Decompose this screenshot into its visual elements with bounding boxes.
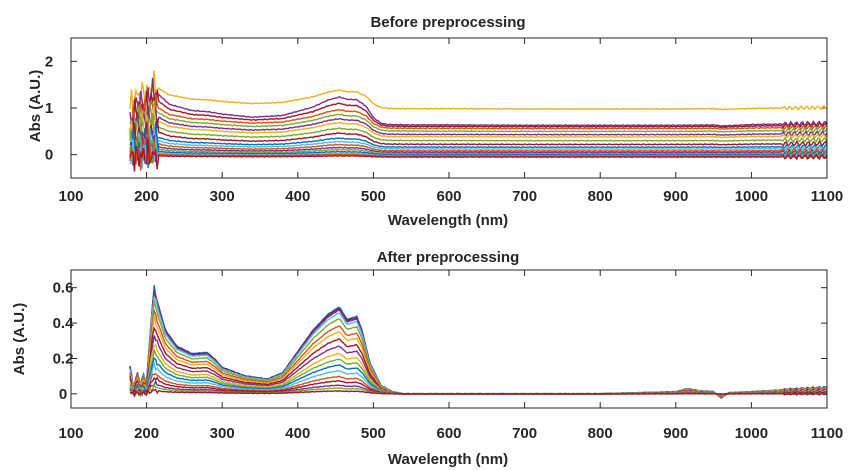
y-tick-labels: 0 0.2 0.4 0.6	[53, 280, 827, 403]
x-tick-label: 100	[58, 425, 83, 442]
x-tick-label: 500	[361, 425, 386, 442]
x-tick-label: 100	[58, 188, 83, 205]
x-tick-label: 800	[588, 188, 613, 205]
spectrum-line	[129, 121, 827, 157]
x-tick-labels: 100 200 300 400 500 600 700 800 900 1000 1100	[58, 38, 843, 205]
x-tick-label: 400	[285, 425, 310, 442]
chart-title: Before preprocessing	[370, 14, 525, 31]
spectrum-line	[129, 295, 827, 399]
x-axis-label: Wavelength (nm)	[388, 212, 508, 229]
chart-title: After preprocessing	[377, 249, 520, 266]
x-tick-label: 600	[436, 425, 461, 442]
x-tick-label: 1100	[811, 425, 844, 442]
x-tick-label: 900	[663, 425, 688, 442]
spectrum-line	[129, 127, 827, 159]
y-tick-label: 1	[45, 100, 53, 117]
spectra-lines	[129, 70, 827, 172]
plot-frame	[70, 269, 828, 409]
spectrum-line	[129, 70, 827, 114]
x-tick-label: 900	[663, 188, 688, 205]
spectrum-line	[129, 129, 827, 163]
x-tick-label: 200	[134, 425, 159, 442]
y-tick-label: 0	[59, 386, 67, 403]
spectrum-line	[129, 388, 827, 398]
x-tick-label: 400	[285, 188, 310, 205]
spectrum-line	[129, 133, 827, 166]
y-tick-label: 0	[45, 147, 53, 164]
chart-after-preprocessing: After preprocessing 100 200 300 400 500 600 70…	[11, 249, 843, 468]
x-tick-label: 700	[512, 188, 537, 205]
spectra-lines	[129, 285, 827, 400]
spectrum-line	[129, 300, 827, 399]
y-axis-label: Abs (A.U.)	[11, 303, 28, 376]
x-tick-label: 500	[361, 188, 386, 205]
chart-before-preprocessing: Before preprocessing 100 200 300 400 500 600 7…	[27, 14, 843, 229]
y-axis-label: Abs (A.U.)	[27, 70, 44, 143]
x-tick-label: 200	[134, 188, 159, 205]
x-tick-label: 800	[588, 425, 613, 442]
spectrum-line	[129, 77, 827, 128]
x-tick-label: 300	[210, 425, 235, 442]
y-tick-label: 2	[45, 53, 53, 70]
x-tick-label: 1100	[811, 188, 844, 205]
spectrum-line	[129, 140, 827, 171]
spectrum-line	[129, 100, 827, 142]
x-tick-label: 700	[512, 425, 537, 442]
spectrum-line	[129, 89, 827, 130]
spectrum-line	[129, 105, 827, 146]
x-tick-label: 1000	[735, 425, 768, 442]
spectrum-line	[129, 113, 827, 146]
spectrum-line	[129, 139, 827, 172]
spectrum-line	[129, 105, 827, 140]
x-tick-label: 300	[210, 188, 235, 205]
x-tick-label: 1000	[735, 188, 768, 205]
y-tick-label: 0.6	[53, 280, 74, 297]
x-tick-label: 600	[436, 188, 461, 205]
x-tick-labels: 100 200 300 400 500 600 700 800 900 1000 1100	[58, 270, 843, 442]
spectrum-line	[129, 93, 827, 139]
y-tick-label: 0.4	[53, 315, 75, 332]
spectrum-line	[129, 118, 827, 149]
x-axis-label: Wavelength (nm)	[388, 451, 508, 468]
plot-frame	[70, 37, 828, 179]
y-tick-label: 0.2	[53, 350, 74, 367]
